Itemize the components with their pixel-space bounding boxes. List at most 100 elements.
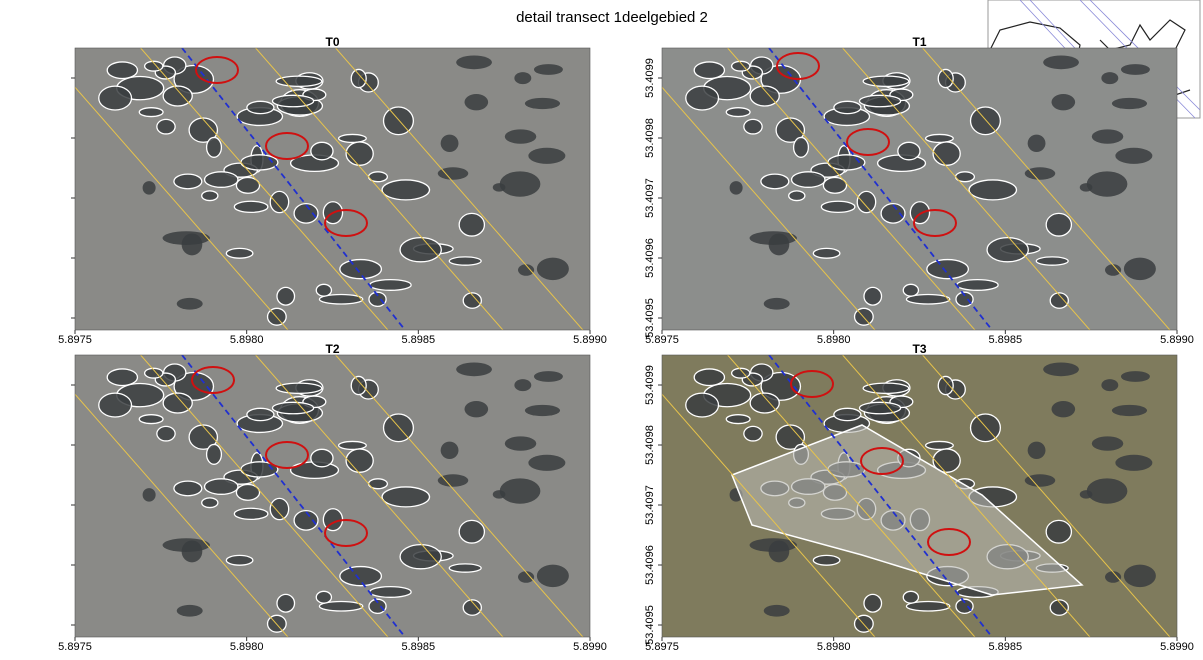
blob [276, 383, 322, 393]
blob [726, 108, 750, 117]
blob [1080, 183, 1093, 192]
blob [270, 191, 288, 212]
blob [316, 591, 331, 603]
blob [514, 72, 531, 84]
blob [351, 376, 366, 394]
panel: T05.89755.89805.89855.8990 [0, 0, 607, 346]
blob [898, 142, 920, 159]
blob [910, 202, 929, 224]
blob [514, 379, 531, 391]
blob [726, 415, 750, 424]
blob [207, 137, 222, 157]
blob [744, 426, 762, 441]
y-tick-label: 53.4096 [644, 238, 656, 278]
blob [177, 605, 203, 617]
blob [789, 191, 805, 201]
blob [174, 174, 202, 189]
blob [226, 248, 253, 258]
blob [537, 565, 569, 587]
blob [792, 172, 825, 188]
blob [528, 455, 565, 471]
blob [351, 69, 366, 87]
blob [276, 76, 322, 86]
blob [500, 171, 541, 196]
panel: T25.89755.89805.89855.8990 [0, 303, 607, 653]
blob [339, 441, 367, 449]
blob [859, 402, 900, 413]
y-tick-label: 53.4096 [644, 545, 656, 585]
blob [493, 490, 506, 499]
blob [294, 204, 318, 224]
blob [938, 69, 953, 87]
blob [505, 436, 536, 450]
y-tick-label: 53.4097 [644, 485, 656, 525]
blob [821, 201, 855, 212]
blob [370, 587, 411, 598]
blob [505, 129, 536, 143]
blob [157, 119, 175, 134]
blob [1112, 98, 1147, 109]
figure: detail transect 1deelgebied 2 T05.89755.… [0, 0, 1203, 655]
blob [339, 134, 367, 142]
x-tick-label: 5.8990 [573, 641, 607, 653]
panel-title: T1 [912, 35, 926, 49]
panel: T35.89755.89805.89855.899053.409553.4096… [582, 303, 1194, 653]
blob [400, 545, 441, 569]
blob [1112, 405, 1147, 416]
blob [903, 284, 918, 296]
x-tick-label: 5.8990 [1160, 334, 1194, 346]
blob [1121, 371, 1150, 382]
blob [441, 135, 459, 152]
blob [270, 498, 288, 519]
y-tick-label: 53.4099 [644, 365, 656, 405]
blob [1052, 94, 1076, 110]
blob [857, 191, 875, 212]
blob [370, 280, 411, 291]
blob [441, 442, 459, 459]
blob [1092, 129, 1123, 143]
blob [927, 260, 969, 279]
blob [863, 76, 909, 86]
blob [813, 248, 840, 258]
x-tick-label: 5.8980 [817, 641, 851, 653]
blob [525, 98, 560, 109]
blob [163, 393, 192, 413]
blob [537, 258, 569, 280]
blob [400, 238, 441, 262]
y-tick-label: 53.4095 [644, 298, 656, 338]
x-tick-label: 5.8980 [817, 334, 851, 346]
blob [346, 449, 373, 472]
blob [744, 119, 762, 134]
x-tick-label: 5.8985 [402, 334, 436, 346]
blob [1115, 455, 1152, 471]
x-tick-label: 5.8985 [989, 641, 1023, 653]
blob [1101, 379, 1118, 391]
blob [769, 540, 790, 562]
blob [182, 540, 203, 562]
blob [277, 287, 295, 305]
blob [926, 134, 954, 142]
blob [881, 204, 905, 224]
blob [384, 414, 414, 442]
panel-title: T0 [325, 35, 339, 49]
blob [247, 101, 274, 113]
blob [971, 107, 1001, 135]
aerial-image [582, 0, 1177, 338]
blob [518, 264, 534, 275]
blob [99, 393, 132, 417]
blob [750, 393, 779, 413]
x-tick-label: 5.8985 [989, 334, 1023, 346]
x-tick-label: 5.8975 [58, 641, 92, 653]
y-tick-label: 53.4098 [644, 118, 656, 158]
blob [157, 426, 175, 441]
blob [1124, 565, 1156, 587]
blob [864, 594, 882, 612]
blob [456, 55, 492, 69]
blob [534, 64, 563, 75]
blob [1105, 264, 1121, 275]
blob [834, 408, 861, 420]
blob [500, 478, 541, 503]
blob [1087, 171, 1128, 196]
blob [340, 260, 382, 279]
